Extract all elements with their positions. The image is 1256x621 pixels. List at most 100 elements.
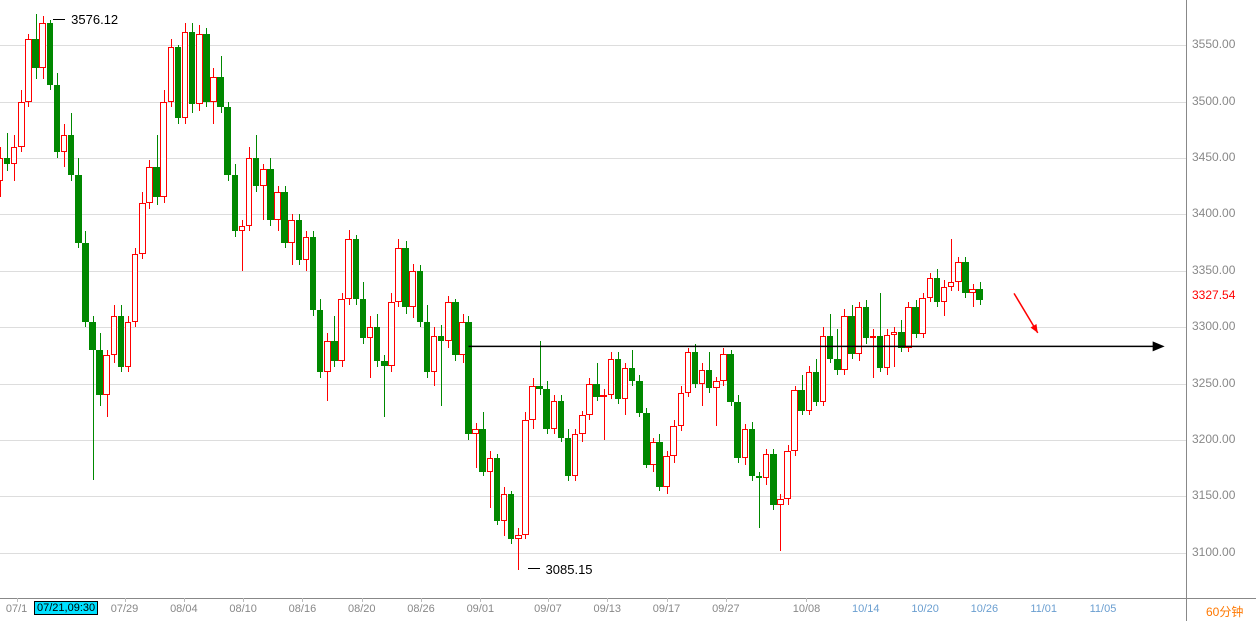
candle-body	[863, 307, 870, 339]
x-tick-label-future: 11/05	[1090, 603, 1117, 615]
candle-body	[118, 316, 125, 367]
candle-body	[841, 316, 848, 370]
x-tick-mark	[421, 598, 422, 602]
candle-body	[969, 289, 976, 294]
candle-body	[813, 372, 820, 401]
candle-body	[870, 336, 877, 338]
x-tick-label: 10/08	[793, 603, 821, 615]
x-tick-mark	[480, 598, 481, 602]
x-tick-label-future: 10/14	[852, 603, 880, 615]
candle-body	[253, 158, 260, 186]
candle-body	[374, 327, 381, 361]
candle-body	[203, 34, 210, 102]
y-tick-label: 3200.00	[1192, 432, 1235, 446]
candle-body	[288, 220, 295, 243]
candle-body	[891, 332, 898, 335]
candle-body	[68, 135, 75, 174]
candle-body	[848, 316, 855, 354]
y-tick-label: 3550.00	[1192, 37, 1235, 51]
candle-body	[515, 535, 522, 540]
candle-body	[615, 359, 622, 400]
highlighted-date: 07/21,09:30	[34, 601, 98, 615]
x-tick-label: 08/26	[407, 603, 435, 615]
candle-body	[54, 85, 61, 153]
x-tick-mark	[362, 598, 363, 602]
x-tick-label-future: 10/20	[911, 603, 939, 615]
x-tick-label-future: 11/01	[1030, 603, 1057, 615]
candle-body	[976, 289, 983, 300]
high-annotation: 3576.12	[71, 12, 118, 27]
candle-body	[579, 415, 586, 434]
x-tick-mark	[607, 598, 608, 602]
candle-body	[139, 203, 146, 254]
x-tick-mark	[125, 598, 126, 602]
candlestick-chart[interactable]: 3100.003150.003200.003250.003300.003350.…	[0, 0, 1256, 621]
candle-body	[267, 169, 274, 220]
candle-body	[239, 226, 246, 232]
candle-body	[132, 254, 139, 322]
candle-body	[409, 271, 416, 307]
candle-body	[877, 336, 884, 368]
gridline-h	[0, 440, 1186, 441]
candle-body	[232, 175, 239, 231]
candle-body	[303, 237, 310, 260]
candle-body	[905, 307, 912, 348]
candle-body	[210, 77, 217, 102]
y-tick-label: 3300.00	[1192, 319, 1235, 333]
candle-body	[61, 135, 68, 152]
candle-body	[656, 442, 663, 487]
x-tick-mark	[667, 598, 668, 602]
candle-body	[331, 341, 338, 361]
candle-body	[629, 368, 636, 382]
y-tick-label: 3350.00	[1192, 263, 1235, 277]
candle-body	[706, 370, 713, 388]
candle-body	[770, 454, 777, 506]
gridline-h	[0, 496, 1186, 497]
candle-body	[338, 299, 345, 361]
x-tick-label: 08/20	[348, 603, 376, 615]
candle-body	[948, 282, 955, 287]
candle-body	[146, 167, 153, 203]
candle-body	[572, 434, 579, 476]
candle-body	[934, 278, 941, 303]
low-tick	[528, 568, 540, 569]
candle-body	[522, 420, 529, 535]
candle-wick	[7, 133, 8, 171]
candle-body	[763, 454, 770, 479]
candle-body	[47, 23, 54, 85]
candle-body	[196, 34, 203, 104]
candle-body	[962, 262, 969, 294]
candle-body	[529, 386, 536, 420]
candle-body	[551, 401, 558, 429]
y-tick-label: 3450.00	[1192, 150, 1235, 164]
x-tick-label: 09/13	[593, 603, 621, 615]
candle-body	[395, 248, 402, 302]
candle-body	[353, 239, 360, 299]
candle-body	[96, 350, 103, 395]
candle-body	[784, 451, 791, 498]
candle-body	[565, 438, 572, 476]
candle-body	[827, 336, 834, 359]
candle-body	[317, 310, 324, 372]
y-tick-label: 3150.00	[1192, 488, 1235, 502]
gridline-h	[0, 271, 1186, 272]
x-tick-label: 09/27	[712, 603, 740, 615]
candle-body	[955, 262, 962, 282]
candle-body	[25, 39, 32, 101]
candle-body	[608, 359, 615, 395]
candle-body	[182, 32, 189, 119]
candle-body	[168, 47, 175, 101]
candle-body	[274, 192, 281, 220]
candle-body	[438, 336, 445, 341]
candle-body	[175, 47, 182, 118]
candle-body	[834, 359, 841, 370]
candle-body	[360, 299, 367, 338]
x-tick-mark	[184, 598, 185, 602]
candle-body	[536, 386, 543, 389]
candle-body	[487, 458, 494, 472]
x-tick-label: 08/04	[170, 603, 198, 615]
candle-body	[417, 271, 424, 322]
candle-body	[727, 354, 734, 401]
x-axis-border	[0, 598, 1256, 599]
candle-wick	[973, 284, 974, 307]
